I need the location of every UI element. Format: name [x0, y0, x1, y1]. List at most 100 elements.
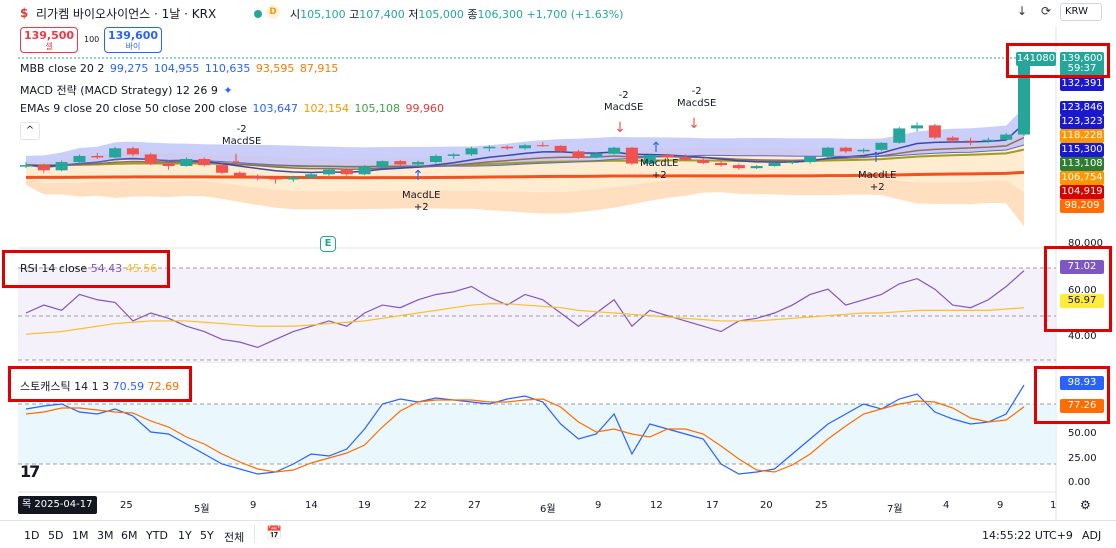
rsi-axis-40: 40.00 [1068, 331, 1097, 342]
signal-short-3-name: MacdSE [677, 98, 717, 109]
range-6m[interactable]: 6M [121, 529, 138, 542]
candle-body [821, 147, 834, 157]
candle-body [394, 161, 407, 165]
sell-button[interactable]: 139,500 셀 [20, 27, 78, 53]
range-all[interactable]: 전체 [224, 531, 245, 544]
macd-legend[interactable]: MACD 전략 (MACD Strategy) 12 26 9 ✦ [20, 82, 235, 98]
adjust-toggle[interactable]: ADJ [1082, 529, 1102, 542]
currency-selector[interactable]: KRW [1060, 3, 1102, 21]
time-axis-tick: 20 [760, 500, 773, 511]
stoch-legend[interactable]: 스토캐스틱 14 1 3 70.59 72.69 [20, 378, 179, 394]
long-arrow-3: ↑ [870, 150, 882, 166]
range-5y[interactable]: 5Y [200, 529, 214, 542]
range-3m[interactable]: 3M [97, 529, 114, 542]
candle-body [37, 165, 50, 171]
signal-long-1-name: MacdLE [402, 190, 441, 201]
time-axis-tick: 7월 [887, 504, 903, 515]
candle-body [572, 151, 585, 158]
symbol-title[interactable]: 리가켐 바이오사이언스 · 1날 · KRX [36, 7, 217, 21]
highlight-box-rsi-labels [1044, 246, 1112, 332]
signal-long-2-name: MacdLE [640, 158, 679, 169]
range-1y[interactable]: 1Y [178, 529, 192, 542]
range-1d[interactable]: 1D [24, 529, 40, 542]
mbb-inner-fill [26, 129, 1024, 168]
clock-time[interactable]: 14:55:22 UTC+9 [982, 529, 1073, 542]
rsi-legend-name: RSI 14 close [20, 262, 88, 275]
download-arrow-icon[interactable]: ↓ [1016, 4, 1028, 18]
collapse-legend-button[interactable]: ^ [20, 122, 40, 140]
stoch-legend-name: 스토캐스틱 14 1 3 [20, 380, 110, 393]
range-5d[interactable]: 5D [48, 529, 64, 542]
candle-body [483, 146, 496, 149]
ema-v4: 99,960 [405, 102, 445, 115]
mbb-v4: 93,595 [255, 62, 295, 75]
signal-short-2-count: -2 [618, 90, 629, 101]
time-axis-tick: 14 [305, 500, 318, 511]
symbol-logo-icon: $ [20, 6, 29, 20]
close-label: 종 [467, 8, 478, 21]
crosshair-date-label: 목 2025-04-17 [18, 496, 97, 514]
time-axis-tick: 27 [468, 500, 481, 511]
candle-body [768, 162, 781, 167]
time-axis-tick: 1 [1050, 500, 1057, 511]
settings-gear-icon[interactable]: ⚙ [1080, 498, 1091, 512]
ema-v1: 103,647 [252, 102, 299, 115]
signal-long-3: MacdLE +2 [858, 170, 897, 194]
stoch-axis-0: 0.00 [1068, 477, 1091, 488]
highlight-box-stoch-legend [8, 366, 192, 402]
candle-body [679, 157, 692, 160]
signal-short-2-name: MacdSE [604, 102, 644, 113]
highlight-box-stoch-labels [1034, 366, 1110, 424]
range-ytd[interactable]: YTD [146, 529, 168, 542]
buy-button[interactable]: 139,600 바이 [104, 27, 162, 53]
candle-body [804, 156, 817, 163]
stoch-band-fill [18, 404, 1056, 464]
time-axis-tick: 5월 [194, 504, 210, 515]
short-arrow-1: ↓ [230, 152, 242, 168]
price-label-3: 123,323 [1060, 115, 1104, 129]
mbb-legend[interactable]: MBB close 20 2 99,275 104,955 110,635 93… [20, 62, 340, 75]
stoch-d-price-label: 77.26 [1060, 399, 1104, 413]
ema-v2: 102,154 [303, 102, 350, 115]
candle-body [126, 148, 139, 155]
mbb-legend-name: MBB close 20 2 [20, 62, 105, 75]
candle-body [519, 145, 531, 149]
highlight-box-rsi-legend [2, 250, 170, 288]
price-label-4: 118,228 [1060, 129, 1104, 143]
delayed-badge[interactable]: D [266, 5, 280, 19]
close-value: 106,300 [477, 8, 524, 21]
date-range-calendar-icon[interactable]: 📅 [266, 526, 283, 541]
rsi-band-fill [18, 268, 1056, 360]
signal-short-1-name: MacdSE [222, 136, 262, 147]
reload-icon[interactable]: ⟳ [1040, 4, 1052, 18]
candle-body [376, 161, 389, 167]
stoch-k-line [25, 384, 1025, 475]
low-value: 105,000 [418, 8, 464, 21]
high-value: 107,400 [359, 8, 405, 21]
highlight-box-price [1006, 43, 1110, 78]
price-label-9: 98,209 [1060, 199, 1104, 213]
candle-body [465, 148, 478, 155]
candle-body [55, 162, 68, 171]
signal-long-3-count: +2 [869, 182, 885, 193]
candle-body [697, 159, 710, 163]
candle-body [233, 172, 246, 176]
candle-body [732, 165, 745, 169]
emas-legend[interactable]: EMAs 9 close 20 close 50 close 200 close… [20, 102, 446, 115]
time-axis-tick: 19 [358, 500, 371, 511]
candle-body [180, 158, 193, 167]
rsi-legend[interactable]: RSI 14 close 54.43 45.56 [20, 262, 157, 275]
mbb-v3: 110,635 [204, 62, 251, 75]
tradingview-logo[interactable]: 17 [20, 462, 40, 481]
axis-80000: 80,000 [1068, 238, 1103, 249]
mbb-v5: 87,915 [299, 62, 339, 75]
time-axis-tick: 9 [997, 500, 1004, 511]
time-axis-tick: 25 [815, 500, 828, 511]
candle-body [893, 128, 906, 143]
earnings-icon[interactable]: E [320, 236, 336, 252]
candle-body [608, 147, 621, 154]
macd-settings-icon[interactable]: ✦ [223, 84, 233, 97]
short-arrow-3: ↓ [688, 116, 700, 132]
range-1m[interactable]: 1M [72, 529, 89, 542]
